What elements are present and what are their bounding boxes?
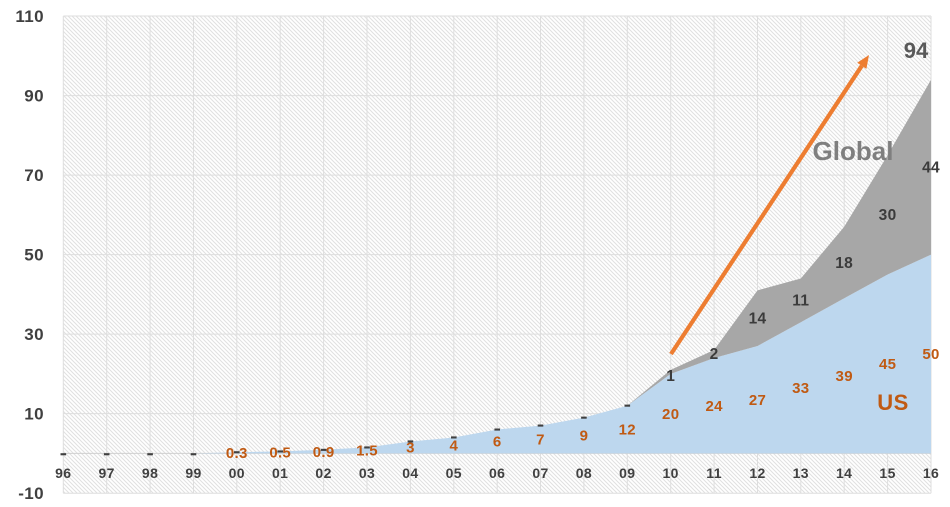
svg-text:33: 33 [792,380,809,397]
svg-text:0.9: 0.9 [313,444,335,461]
svg-text:12: 12 [619,422,636,439]
svg-text:90: 90 [24,87,44,106]
svg-text:05: 05 [446,465,462,481]
svg-text:13: 13 [793,465,809,481]
svg-text:16: 16 [923,465,939,481]
svg-text:02: 02 [315,465,331,481]
svg-text:70: 70 [24,166,44,185]
svg-text:18: 18 [835,255,853,272]
svg-text:-10: -10 [18,484,44,503]
svg-text:0.3: 0.3 [226,445,248,462]
svg-text:Global: Global [813,136,894,166]
svg-text:07: 07 [532,465,548,481]
svg-text:04: 04 [402,465,418,481]
svg-text:11: 11 [706,465,722,481]
svg-text:09: 09 [619,465,635,481]
svg-text:96: 96 [55,465,71,481]
svg-text:44: 44 [922,159,940,176]
svg-text:50: 50 [24,246,44,265]
svg-text:06: 06 [489,465,505,481]
svg-text:39: 39 [836,368,853,385]
svg-text:US: US [877,390,909,415]
svg-text:30: 30 [24,325,44,344]
svg-text:110: 110 [15,7,44,26]
svg-text:10: 10 [24,405,44,424]
svg-text:14: 14 [836,465,852,481]
svg-text:2: 2 [710,346,719,363]
svg-text:50: 50 [922,346,939,363]
svg-text:9: 9 [580,428,589,445]
svg-text:14: 14 [749,310,767,327]
svg-text:27: 27 [749,392,766,409]
svg-text:12: 12 [749,465,765,481]
svg-text:03: 03 [359,465,375,481]
svg-text:01: 01 [272,465,288,481]
svg-text:3: 3 [406,440,415,457]
svg-text:20: 20 [662,406,679,423]
svg-text:7: 7 [536,432,545,449]
svg-text:1: 1 [666,368,675,385]
svg-text:45: 45 [879,356,896,373]
svg-text:10: 10 [663,465,679,481]
svg-text:24: 24 [705,398,723,415]
svg-text:97: 97 [99,465,115,481]
svg-text:94: 94 [904,38,929,63]
svg-text:30: 30 [879,207,897,224]
svg-text:1.5: 1.5 [356,443,378,460]
svg-text:15: 15 [879,465,895,481]
svg-text:0.5: 0.5 [269,445,291,462]
svg-text:08: 08 [576,465,592,481]
svg-text:4: 4 [449,438,458,455]
svg-text:00: 00 [229,465,245,481]
svg-text:99: 99 [185,465,201,481]
svg-text:6: 6 [493,434,502,451]
svg-text:98: 98 [142,465,158,481]
svg-text:11: 11 [792,293,809,310]
